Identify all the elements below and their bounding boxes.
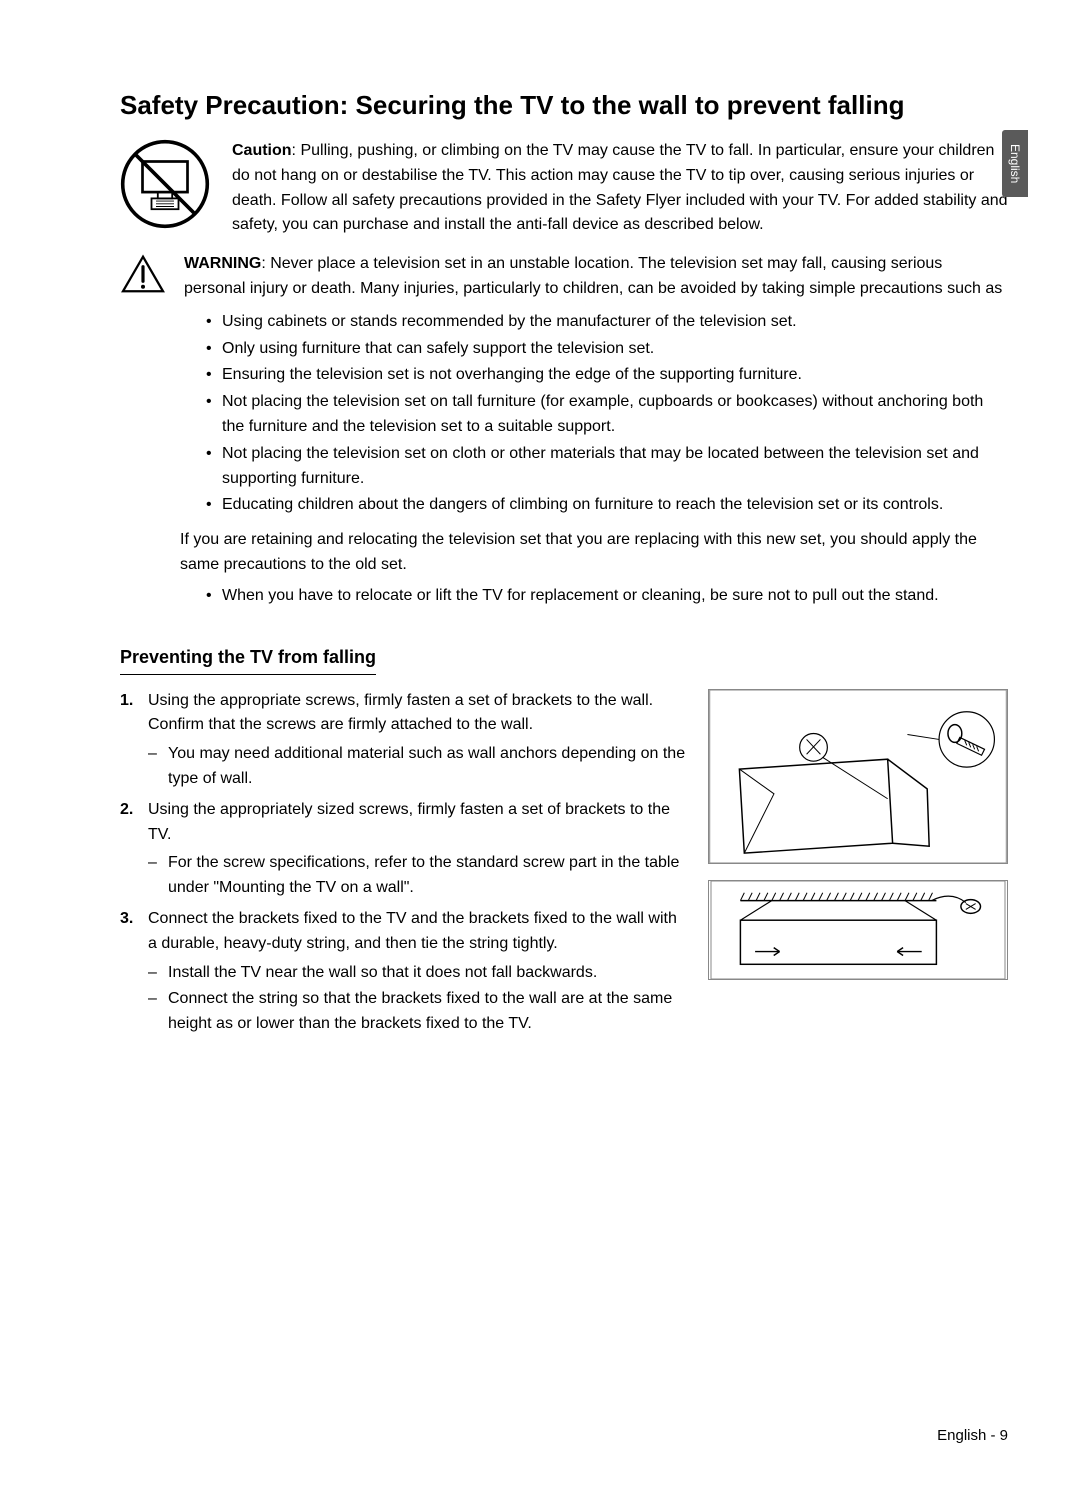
sub-item: Install the TV near the wall so that it … bbox=[148, 961, 688, 986]
diagrams bbox=[708, 689, 1008, 1043]
steps-text: Using the appropriate screws, firmly fas… bbox=[120, 689, 688, 1043]
list-item: Ensuring the television set is not overh… bbox=[206, 363, 1008, 388]
sub-item: Connect the string so that the brackets … bbox=[148, 987, 688, 1037]
diagram-bracket-tv bbox=[708, 689, 1008, 864]
list-item: Not placing the television set on tall f… bbox=[206, 390, 1008, 440]
caution-label: Caution bbox=[232, 142, 292, 159]
step-item: Connect the brackets fixed to the TV and… bbox=[120, 907, 688, 1037]
caution-text: Caution: Pulling, pushing, or climbing o… bbox=[232, 139, 1008, 238]
list-item: When you have to relocate or lift the TV… bbox=[206, 584, 1008, 609]
warning-body: : Never place a television set in an uns… bbox=[184, 255, 1002, 297]
list-item: Using cabinets or stands recommended by … bbox=[206, 310, 1008, 335]
list-item: Educating children about the dangers of … bbox=[206, 493, 1008, 518]
step-text: Using the appropriate screws, firmly fas… bbox=[148, 692, 653, 734]
page-footer: English - 9 bbox=[937, 1427, 1008, 1444]
warning-block: WARNING: Never place a television set in… bbox=[120, 252, 1008, 302]
sub-list: You may need additional material such as… bbox=[148, 742, 688, 792]
list-item: Not placing the television set on cloth … bbox=[206, 442, 1008, 492]
caution-block: Caution: Pulling, pushing, or climbing o… bbox=[120, 139, 1008, 238]
step-text: Using the appropriately sized screws, fi… bbox=[148, 801, 670, 843]
warning-text: WARNING: Never place a television set in… bbox=[184, 252, 1008, 302]
sub-list: For the screw specifications, refer to t… bbox=[148, 851, 688, 901]
step-list: Using the appropriate screws, firmly fas… bbox=[120, 689, 688, 1037]
diagram-wall-anchor bbox=[708, 880, 1008, 980]
subheading: Preventing the TV from falling bbox=[120, 647, 376, 675]
no-climb-icon bbox=[120, 139, 210, 229]
list-item: Only using furniture that can safely sup… bbox=[206, 337, 1008, 362]
page-heading: Safety Precaution: Securing the TV to th… bbox=[120, 90, 1008, 121]
step-item: Using the appropriate screws, firmly fas… bbox=[120, 689, 688, 792]
step-item: Using the appropriately sized screws, fi… bbox=[120, 798, 688, 901]
warning-icon bbox=[120, 254, 166, 294]
step-text: Connect the brackets fixed to the TV and… bbox=[148, 910, 677, 952]
steps-container: Using the appropriate screws, firmly fas… bbox=[120, 689, 1008, 1043]
language-tab: English bbox=[1002, 130, 1028, 197]
sub-item: You may need additional material such as… bbox=[148, 742, 688, 792]
caution-body: : Pulling, pushing, or climbing on the T… bbox=[232, 142, 1008, 233]
sub-list: Install the TV near the wall so that it … bbox=[148, 961, 688, 1037]
retain-text: If you are retaining and relocating the … bbox=[180, 528, 1008, 578]
warning-label: WARNING bbox=[184, 255, 261, 272]
relocate-list: When you have to relocate or lift the TV… bbox=[206, 584, 1008, 609]
sub-item: For the screw specifications, refer to t… bbox=[148, 851, 688, 901]
precaution-list: Using cabinets or stands recommended by … bbox=[206, 310, 1008, 518]
